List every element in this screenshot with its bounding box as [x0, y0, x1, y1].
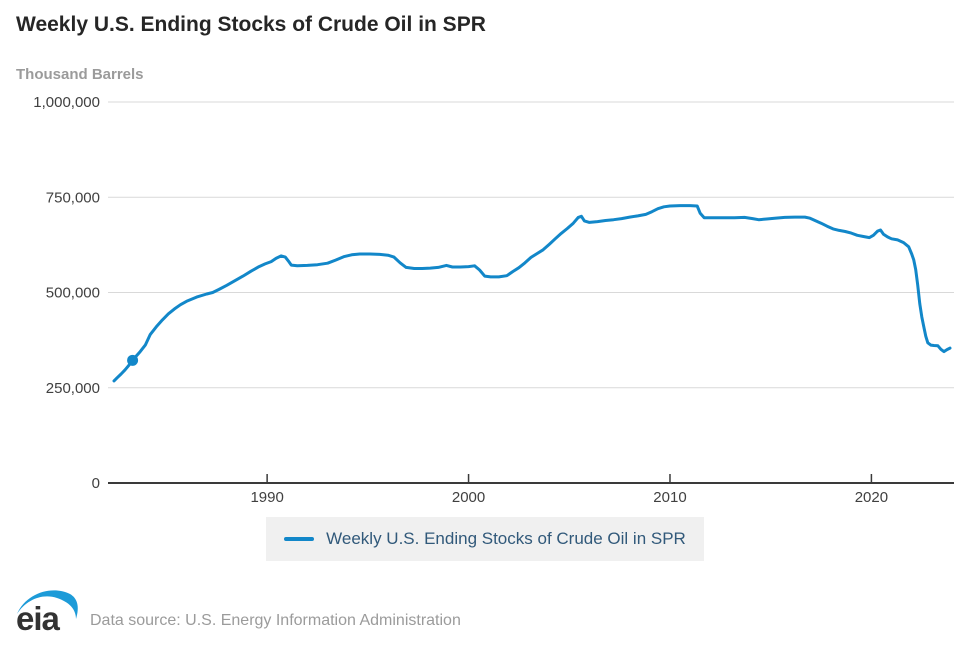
legend-item-label: Weekly U.S. Ending Stocks of Crude Oil i…	[326, 529, 686, 548]
series-marker-dot[interactable]	[127, 354, 139, 366]
data-source-text: Data source: U.S. Energy Information Adm…	[90, 612, 461, 629]
legend: Weekly U.S. Ending Stocks of Crude Oil i…	[0, 517, 970, 561]
eia-logo: eia	[16, 590, 78, 635]
eia-logo-text: eia	[16, 600, 61, 635]
x-tick-label: 2020	[855, 489, 888, 506]
legend-line-swatch-icon	[284, 537, 315, 541]
legend-item[interactable]: Weekly U.S. Ending Stocks of Crude Oil i…	[266, 517, 704, 561]
y-tick-label: 250,000	[46, 380, 100, 397]
page-title: Weekly U.S. Ending Stocks of Crude Oil i…	[16, 13, 486, 36]
y-tick-label: 0	[92, 475, 100, 492]
x-tick-label: 2000	[452, 489, 485, 506]
x-tick-label: 1990	[250, 489, 283, 506]
y-axis-units-label: Thousand Barrels	[16, 66, 144, 83]
series-line[interactable]	[112, 204, 952, 383]
y-tick-label: 750,000	[46, 189, 100, 206]
x-tick-label: 2010	[653, 489, 686, 506]
y-tick-label: 500,000	[46, 285, 100, 302]
eia-logo-swoosh-icon	[17, 590, 78, 619]
y-tick-label: 1,000,000	[33, 94, 100, 111]
chart-canvas[interactable]: 0 250,000 500,000 750,000 1,000,000 1990 2000 2…	[0, 0, 970, 512]
